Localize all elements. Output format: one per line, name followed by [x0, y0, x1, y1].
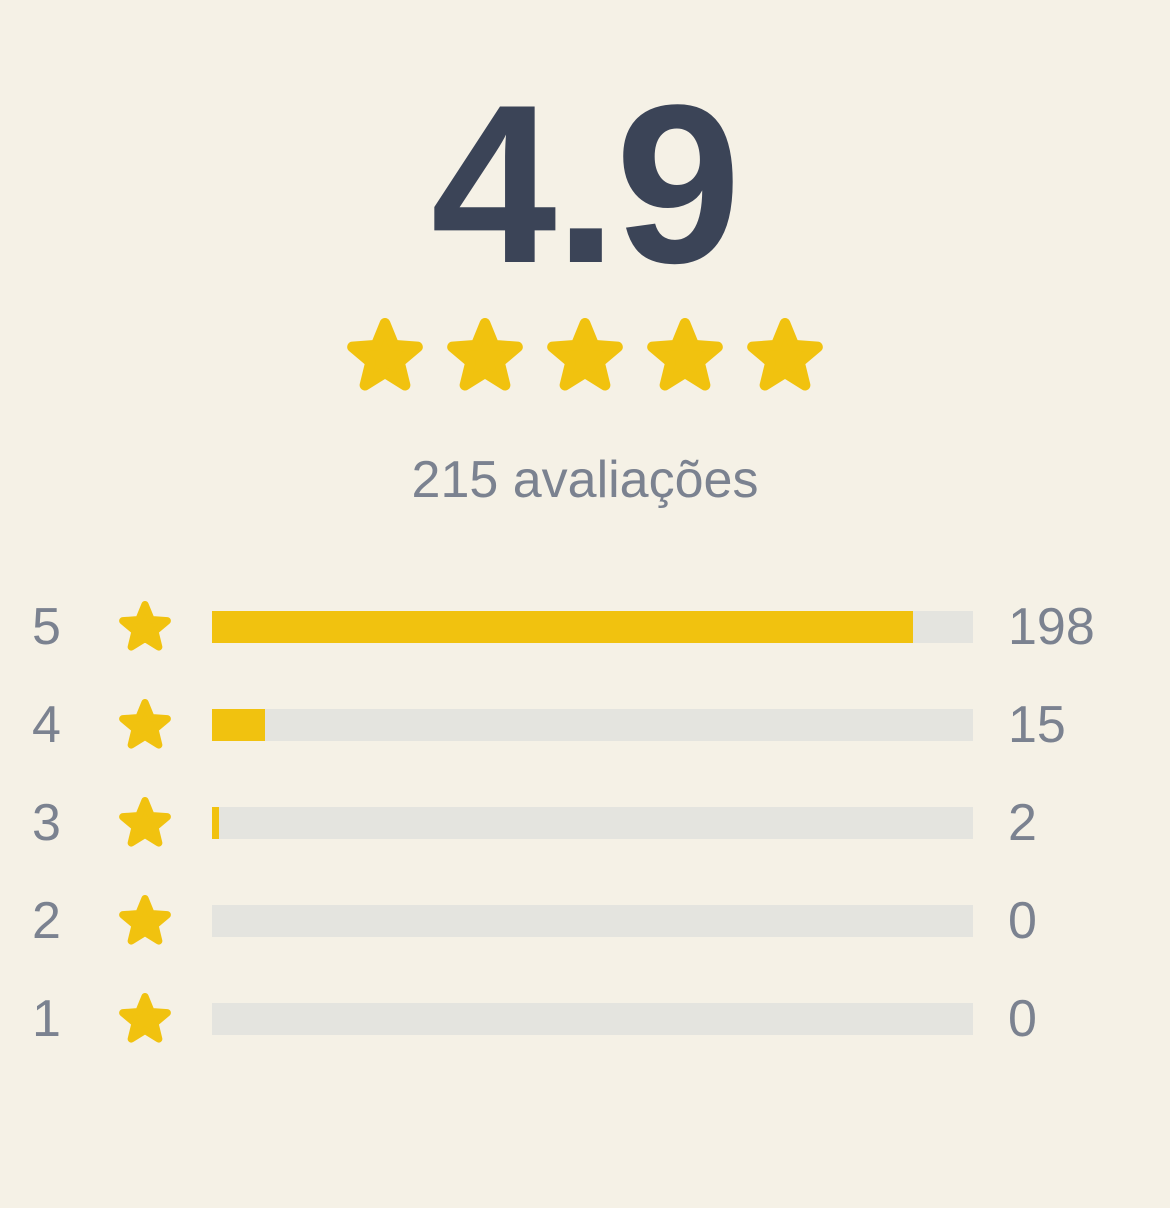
rating-row-4: 4 15	[32, 676, 1170, 774]
rating-summary-widget: 4.9 215 avaliações 5	[0, 57, 1170, 1208]
rating-bar-track	[212, 806, 973, 839]
star-icon	[77, 698, 212, 751]
rating-bar-fill	[212, 708, 266, 741]
rating-row-2: 2 0	[32, 872, 1170, 970]
rating-count: 198	[1008, 597, 1095, 656]
rating-bar-track	[212, 904, 973, 937]
rating-bar-fill	[212, 610, 913, 643]
star-icon	[77, 894, 212, 947]
score-stars	[0, 317, 1170, 394]
reviews-count-label: 215 avaliações	[411, 450, 759, 509]
rating-bar-fill	[212, 806, 220, 839]
star-icon	[547, 317, 623, 391]
rating-distribution: 5 198 4 15 3	[0, 578, 1170, 1068]
rating-row-1: 1 0	[32, 970, 1170, 1068]
rating-row-5: 5 198	[32, 578, 1170, 676]
average-score: 4.9	[430, 57, 741, 310]
rating-bar-track	[212, 1002, 973, 1035]
rating-row-3: 3 2	[32, 774, 1170, 872]
rating-level-label: 3	[32, 793, 61, 852]
star-icon	[747, 317, 823, 391]
rating-level-label: 5	[32, 597, 61, 656]
rating-count: 0	[1008, 891, 1037, 950]
rating-level-label: 2	[32, 891, 61, 950]
rating-count: 0	[1008, 989, 1037, 1048]
rating-level-label: 4	[32, 695, 61, 754]
rating-count: 15	[1008, 695, 1066, 754]
rating-bar-track	[212, 610, 973, 643]
star-icon	[447, 317, 523, 391]
star-icon	[77, 600, 212, 653]
rating-bar-track	[212, 708, 973, 741]
star-icon	[647, 317, 723, 391]
rating-count: 2	[1008, 793, 1037, 852]
rating-level-label: 1	[32, 989, 61, 1048]
star-icon	[347, 317, 423, 391]
star-icon	[77, 992, 212, 1045]
star-icon	[77, 796, 212, 849]
